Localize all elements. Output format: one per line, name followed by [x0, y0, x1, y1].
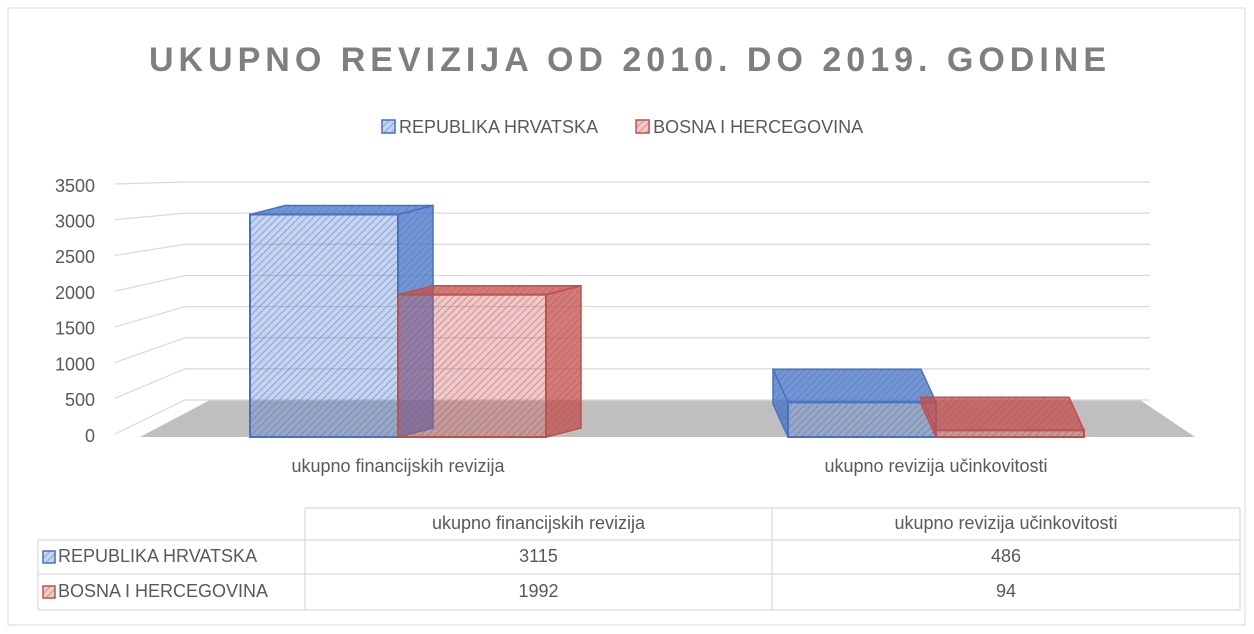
grid-line: [114, 243, 1150, 257]
bar: [935, 429, 1085, 438]
bar: [397, 293, 547, 439]
chart-title: UKUPNO REVIZIJA OD 2010. DO 2019. GODINE: [149, 41, 1111, 79]
legend-key: [381, 119, 396, 134]
bar-top: [771, 368, 938, 404]
x-tick-label: ukupno revizija učinkovitosti: [824, 456, 1047, 476]
table-row-label: BOSNA I HERCEGOVINA: [58, 581, 268, 601]
grid-line: [114, 181, 1150, 185]
x-tick-label: ukupno financijskih revizija: [291, 456, 505, 476]
table-cell: 3115: [519, 546, 558, 566]
bar-side: [545, 284, 582, 438]
bar-top: [397, 284, 582, 296]
y-tick-label: 3000: [55, 211, 95, 231]
y-tick-label: 1500: [55, 319, 95, 339]
table-header: ukupno financijskih revizija: [432, 513, 646, 533]
y-tick-label: 1000: [55, 354, 95, 374]
bar-top: [249, 204, 434, 216]
table-cell: 94: [996, 581, 1016, 601]
y-tick-label: 0: [85, 426, 95, 446]
bar-top: [919, 396, 1086, 432]
table-cell: 1992: [518, 581, 558, 601]
table-legend-key: [42, 585, 56, 599]
table-legend-key: [42, 550, 56, 564]
y-tick-label: 2000: [55, 283, 95, 303]
y-tick-label: 500: [65, 390, 95, 410]
bar: [787, 401, 937, 438]
table-header: ukupno revizija učinkovitosti: [894, 513, 1117, 533]
chart-frame: [7, 7, 1246, 626]
table-row-label: REPUBLIKA HRVATSKA: [58, 546, 257, 566]
grid-line: [114, 337, 1150, 364]
y-tick-label: 2500: [55, 247, 95, 267]
y-tick-label: 3500: [55, 176, 95, 196]
legend-label: REPUBLIKA HRVATSKA: [399, 117, 598, 137]
grid-line: [114, 212, 1150, 221]
grid-line: [114, 274, 1150, 292]
table-cell: 486: [991, 546, 1021, 566]
bar: [249, 213, 399, 438]
legend-key: [635, 119, 650, 134]
legend-label: BOSNA I HERCEGOVINA: [653, 117, 863, 137]
grid-line: [114, 305, 1150, 328]
